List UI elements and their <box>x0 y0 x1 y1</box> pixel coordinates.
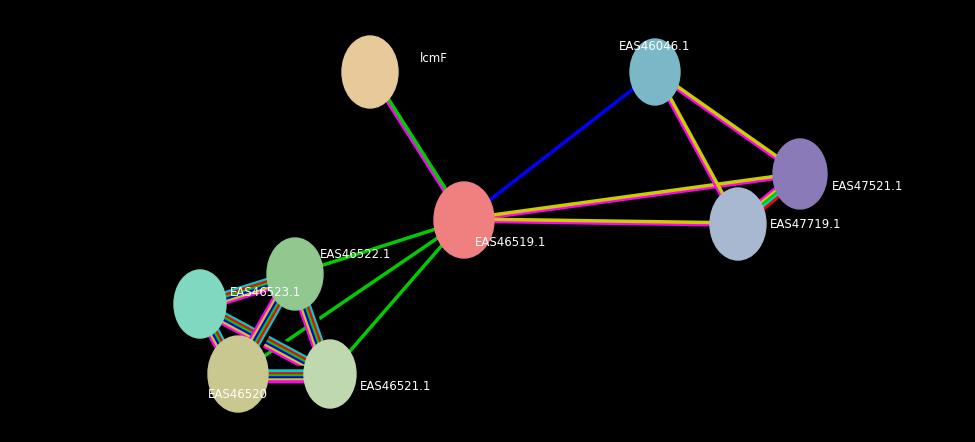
Text: EAS46523.1: EAS46523.1 <box>230 286 301 298</box>
Ellipse shape <box>208 336 268 412</box>
Ellipse shape <box>710 188 766 260</box>
Text: EAS46522.1: EAS46522.1 <box>320 248 391 260</box>
Ellipse shape <box>304 340 356 408</box>
Text: EAS46520: EAS46520 <box>208 388 268 400</box>
Ellipse shape <box>773 139 827 209</box>
Text: lcmF: lcmF <box>420 53 448 65</box>
Ellipse shape <box>434 182 494 258</box>
Ellipse shape <box>630 39 680 105</box>
Ellipse shape <box>342 36 398 108</box>
Text: EAS46046.1: EAS46046.1 <box>619 41 690 53</box>
Text: EAS47521.1: EAS47521.1 <box>832 180 904 194</box>
Ellipse shape <box>267 238 323 310</box>
Text: EAS47719.1: EAS47719.1 <box>770 217 841 230</box>
Ellipse shape <box>174 270 226 338</box>
Text: EAS46521.1: EAS46521.1 <box>360 381 431 393</box>
Text: EAS46519.1: EAS46519.1 <box>475 236 546 248</box>
